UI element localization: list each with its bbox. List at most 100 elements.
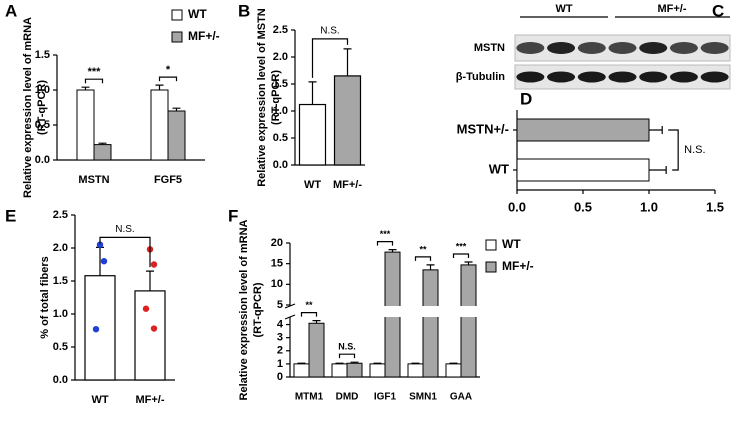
y-tick-label: 1.0 xyxy=(53,308,68,320)
x-tick-label: SMN1 xyxy=(409,392,437,403)
error-bar xyxy=(146,270,154,291)
sig-label: ** xyxy=(305,300,313,310)
x-tick-label: MF+/- xyxy=(135,394,164,406)
blot-band xyxy=(700,71,729,83)
data-point xyxy=(150,325,158,332)
y-axis-label: (RT-qPCR) xyxy=(270,70,282,125)
blot-band xyxy=(608,42,637,54)
y-tick-label: 0.0 xyxy=(35,154,50,166)
y-axis-label: % of total fibers xyxy=(39,256,51,339)
legend-swatch xyxy=(485,261,497,273)
bar xyxy=(516,158,650,182)
y-tick-label: 2 xyxy=(277,345,283,357)
y-tick-label: 0.5 xyxy=(53,341,68,353)
bar xyxy=(422,269,439,378)
data-point xyxy=(150,261,158,268)
x-tick-label: WT xyxy=(91,394,108,406)
y-tick-label: 1.0 xyxy=(35,84,50,96)
legend-label: MF+/- xyxy=(188,29,220,43)
y-tick-label: 2.0 xyxy=(53,242,68,254)
y-tick-label: 3 xyxy=(277,332,283,344)
bar xyxy=(331,363,348,378)
x-tick-label: MTM1 xyxy=(295,392,324,403)
break-mark xyxy=(284,303,296,320)
y-axis-label: Relative expression level of mRNA xyxy=(238,219,250,400)
bar xyxy=(93,144,112,161)
error-bar xyxy=(308,81,317,105)
error-bar xyxy=(312,320,321,324)
sig-label: N.S. xyxy=(115,224,134,235)
sig-label: *** xyxy=(456,241,467,251)
bar xyxy=(445,363,462,378)
blot-band xyxy=(669,71,698,83)
y-tick-label: 1.5 xyxy=(53,275,68,287)
x-tick-label: 1.0 xyxy=(640,199,658,214)
sig-bracket xyxy=(158,76,178,82)
y-tick-label: 1 xyxy=(277,358,283,370)
y-tick-label: WT xyxy=(489,161,509,176)
x-tick-label: 0.0 xyxy=(508,199,526,214)
legend-label: MF+/- xyxy=(502,259,534,273)
sig-label: * xyxy=(166,64,171,76)
error-bar xyxy=(155,84,164,90)
error-bar xyxy=(388,249,397,253)
sig-bracket xyxy=(99,236,151,268)
blot-band xyxy=(547,71,576,83)
legend-swatch xyxy=(171,9,183,21)
y-tick-label: 0 xyxy=(277,371,283,383)
group-label: WT xyxy=(555,3,572,15)
sig-label: ** xyxy=(419,244,427,254)
bar xyxy=(298,103,327,166)
blot-band xyxy=(639,42,668,54)
y-tick-label: 0.5 xyxy=(273,132,288,144)
y-tick-label: 1.0 xyxy=(273,105,288,117)
error-bar xyxy=(98,142,107,145)
error-bar xyxy=(411,362,420,364)
y-tick-label: 1.5 xyxy=(273,78,288,90)
legend-swatch xyxy=(485,239,497,251)
bar xyxy=(167,110,186,161)
group-label: MF+/- xyxy=(657,3,686,15)
y-axis-label: Relative expression level of MSTN xyxy=(256,8,268,187)
y-tick-label: 15 xyxy=(271,258,283,270)
y-tick-label: 0.5 xyxy=(35,119,50,131)
bar xyxy=(293,363,310,378)
x-tick-label: GAA xyxy=(450,392,472,403)
axis-break xyxy=(284,306,482,317)
error-bar xyxy=(335,362,344,364)
error-bar xyxy=(649,166,667,174)
bar xyxy=(134,290,166,381)
bar xyxy=(308,322,325,378)
error-bar xyxy=(81,86,90,90)
error-bar xyxy=(343,48,352,76)
bar xyxy=(84,275,116,381)
x-tick-label: DMD xyxy=(336,392,359,403)
sig-label: N.S. xyxy=(684,144,705,156)
legend-label: WT xyxy=(502,237,521,251)
error-bar xyxy=(426,264,435,270)
sig-label: *** xyxy=(88,66,102,78)
bar xyxy=(407,363,424,378)
bar xyxy=(150,89,169,161)
blot-band xyxy=(639,71,668,83)
data-point xyxy=(142,305,150,312)
sig-bracket xyxy=(376,241,394,246)
x-tick-label: IGF1 xyxy=(374,392,397,403)
y-tick-label: 5 xyxy=(277,299,283,311)
y-tick-label: 0.0 xyxy=(53,374,68,386)
error-bar xyxy=(297,362,306,364)
sig-bracket xyxy=(84,78,104,84)
y-tick-label: 10 xyxy=(271,278,283,290)
y-tick-label: 2.0 xyxy=(273,51,288,63)
blot-band xyxy=(669,42,698,54)
blot-band xyxy=(700,42,729,54)
sig-label: N.S. xyxy=(320,26,339,37)
error-bar xyxy=(464,261,473,265)
x-tick-label: MF+/- xyxy=(333,179,362,191)
blot-bands xyxy=(516,42,729,83)
bar xyxy=(369,363,386,378)
y-tick-label: 2.5 xyxy=(273,24,288,36)
x-tick-label: 1.5 xyxy=(706,199,724,214)
